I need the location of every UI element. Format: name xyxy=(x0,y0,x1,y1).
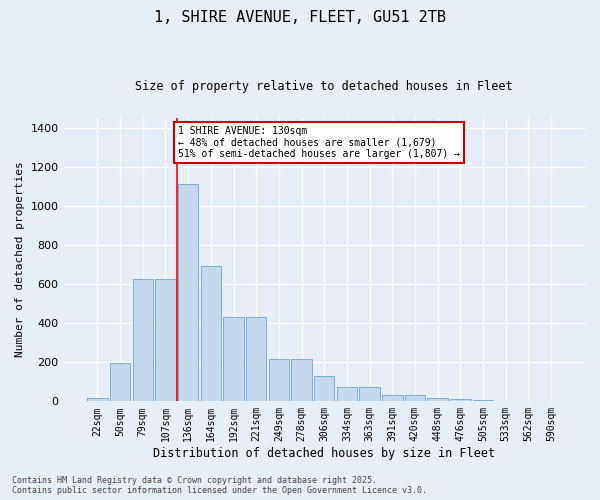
X-axis label: Distribution of detached houses by size in Fleet: Distribution of detached houses by size … xyxy=(153,447,495,460)
Bar xyxy=(155,279,176,402)
Bar xyxy=(427,398,448,402)
Bar xyxy=(450,400,470,402)
Text: 1, SHIRE AVENUE, FLEET, GU51 2TB: 1, SHIRE AVENUE, FLEET, GU51 2TB xyxy=(154,10,446,25)
Bar xyxy=(292,360,312,402)
Bar xyxy=(405,396,425,402)
Bar xyxy=(314,376,334,402)
Bar xyxy=(110,363,130,402)
Y-axis label: Number of detached properties: Number of detached properties xyxy=(15,162,25,358)
Bar xyxy=(337,386,357,402)
Bar xyxy=(246,317,266,402)
Bar xyxy=(87,398,107,402)
Bar xyxy=(496,400,516,402)
Bar xyxy=(133,279,153,402)
Title: Size of property relative to detached houses in Fleet: Size of property relative to detached ho… xyxy=(136,80,513,93)
Bar xyxy=(269,360,289,402)
Bar xyxy=(382,396,403,402)
Bar xyxy=(223,317,244,402)
Bar xyxy=(359,386,380,402)
Bar xyxy=(178,184,199,402)
Bar xyxy=(200,266,221,402)
Bar xyxy=(473,400,493,402)
Text: 1 SHIRE AVENUE: 130sqm
← 48% of detached houses are smaller (1,679)
51% of semi-: 1 SHIRE AVENUE: 130sqm ← 48% of detached… xyxy=(178,126,460,159)
Text: Contains HM Land Registry data © Crown copyright and database right 2025.
Contai: Contains HM Land Registry data © Crown c… xyxy=(12,476,427,495)
